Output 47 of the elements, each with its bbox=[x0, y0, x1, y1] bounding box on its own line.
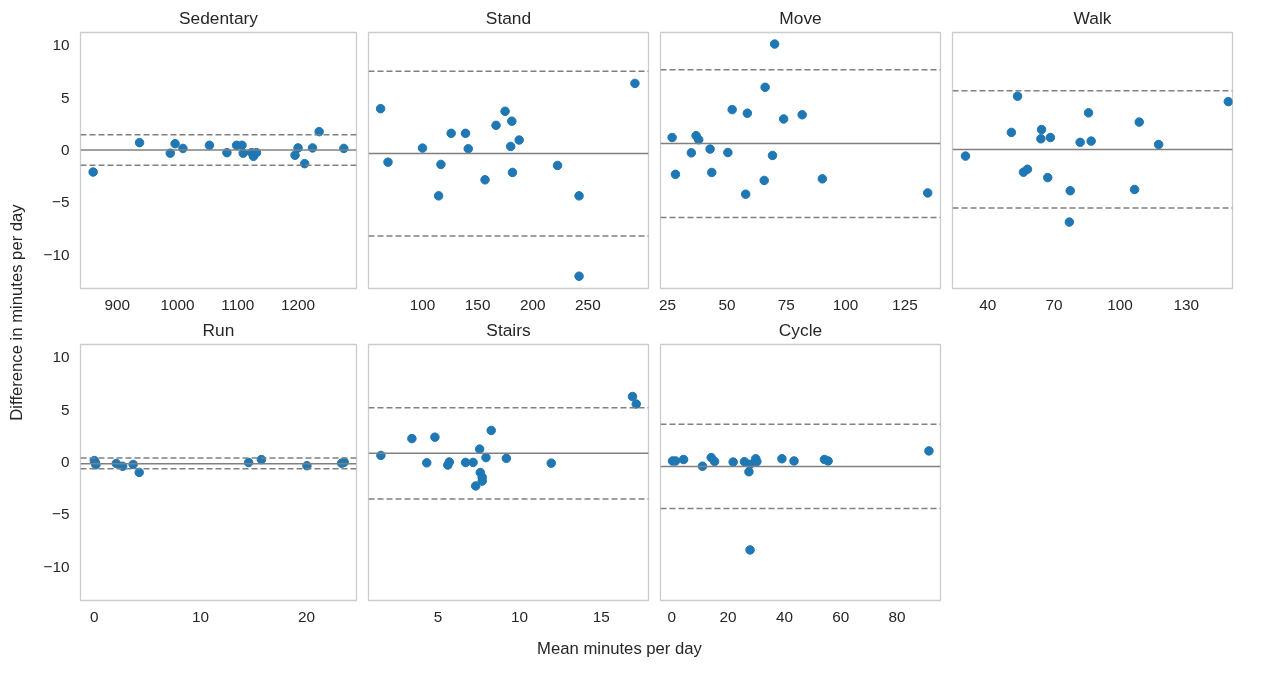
x-tick-label: 900 bbox=[104, 295, 131, 313]
x-tick-label: 15 bbox=[592, 607, 610, 625]
x-tick-label: 40 bbox=[775, 607, 793, 625]
y-tick-label: 10 bbox=[52, 36, 70, 54]
x-tick-label: 0 bbox=[667, 607, 677, 625]
chart-title: Sedentary bbox=[179, 7, 259, 28]
chart-title: Stand bbox=[485, 7, 532, 28]
chart-title: Stairs bbox=[486, 319, 531, 340]
x-tick-label: 5 bbox=[433, 607, 443, 625]
x-tick-label: 130 bbox=[1173, 295, 1199, 313]
x-tick-label: 1200 bbox=[281, 295, 316, 313]
x-tick-label: 10 bbox=[511, 607, 529, 625]
x-tick-label: 20 bbox=[719, 607, 737, 625]
x-tick-label: 40 bbox=[979, 295, 997, 313]
y-tick-label: 5 bbox=[60, 88, 70, 106]
chart-title: Run bbox=[202, 319, 235, 340]
chart-title: Move bbox=[779, 7, 822, 28]
y-tick-label: 5 bbox=[60, 400, 70, 418]
x-tick-label: 50 bbox=[718, 295, 736, 313]
y-tick-label: −10 bbox=[43, 557, 70, 575]
x-tick-label: 60 bbox=[832, 607, 850, 625]
x-tick-label: 0 bbox=[90, 607, 99, 625]
x-tick-label: 150 bbox=[464, 295, 491, 313]
x-tick-label: 125 bbox=[892, 295, 918, 313]
x-tick-label: 100 bbox=[1107, 295, 1133, 313]
x-tick-label: 200 bbox=[519, 295, 546, 313]
x-tick-label: 75 bbox=[777, 295, 795, 313]
y-tick-label: −5 bbox=[52, 505, 70, 523]
x-tick-label: 1100 bbox=[221, 295, 255, 313]
x-tick-label: 20 bbox=[298, 607, 316, 625]
x-tick-label: 100 bbox=[832, 295, 859, 313]
x-tick-label: 100 bbox=[409, 295, 436, 313]
x-tick-label: 80 bbox=[888, 607, 906, 625]
x-tick-label: 1000 bbox=[160, 295, 195, 313]
y-tick-label: 0 bbox=[60, 453, 70, 471]
y-axis-title: Difference in minutes per day bbox=[7, 203, 26, 421]
x-tick-label: 25 bbox=[659, 295, 677, 313]
chart-title: Cycle bbox=[778, 319, 823, 340]
x-axis-title: Mean minutes per day bbox=[537, 639, 703, 659]
x-tick-label: 250 bbox=[575, 295, 601, 313]
y-tick-label: 10 bbox=[52, 348, 70, 366]
y-tick-label: 0 bbox=[60, 141, 70, 159]
y-tick-label: −10 bbox=[43, 245, 70, 263]
y-tick-label: −5 bbox=[52, 193, 70, 211]
chart-title: Walk bbox=[1073, 7, 1112, 28]
x-tick-label: 10 bbox=[191, 607, 209, 625]
x-tick-label: 70 bbox=[1045, 295, 1063, 313]
